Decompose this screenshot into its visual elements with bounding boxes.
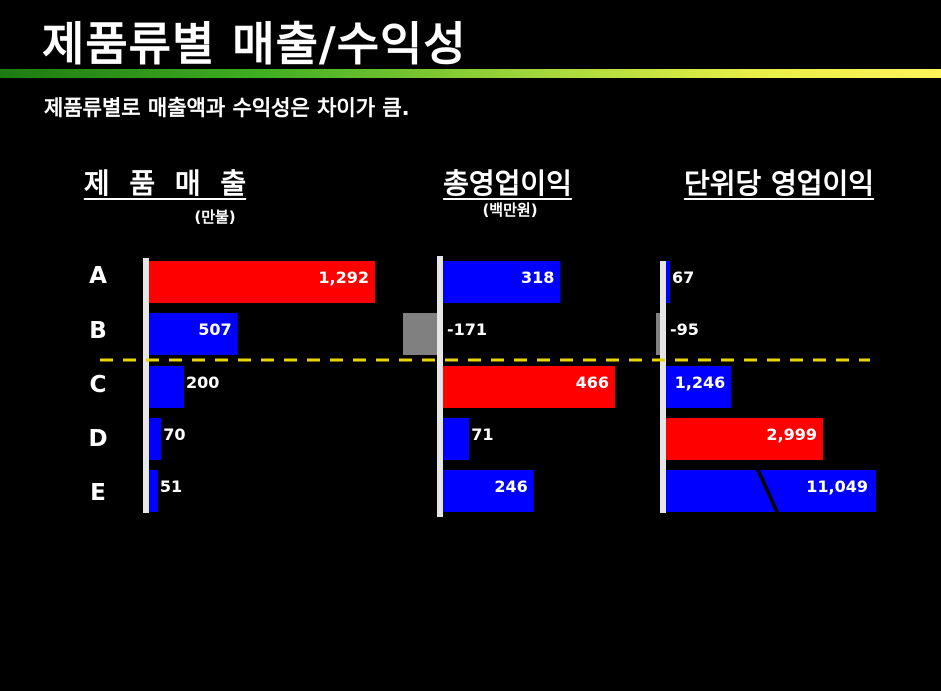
- category-label-c: C: [89, 372, 107, 398]
- unit-profit-bar-e-part1: [666, 470, 775, 512]
- profit-value-label-b: -171: [447, 320, 487, 339]
- sales-bar-c: [149, 366, 184, 408]
- sales-value-label-a: 1,292: [318, 268, 369, 287]
- category-label-a: A: [89, 263, 107, 289]
- category-label-e: E: [90, 480, 106, 506]
- category-label-d: D: [88, 426, 108, 452]
- sales-axis: [143, 258, 149, 513]
- sales-bar-d: [149, 418, 162, 460]
- slide-title: 제품류별 매출/수익성: [42, 17, 467, 71]
- title-gradient-bar: [0, 69, 941, 78]
- profit-value-label-d: 71: [471, 425, 493, 444]
- sales-value-label-d: 70: [163, 425, 185, 444]
- unit-profit-chart-title: 단위당 영업이익: [683, 167, 875, 200]
- profit-chart-unit: (백만원): [482, 201, 538, 219]
- profit-axis: [437, 256, 443, 517]
- sales-value-label-e: 51: [160, 477, 182, 496]
- unit-profit-bar-d: [666, 418, 823, 460]
- sales-value-label-c: 200: [186, 373, 219, 392]
- profit-bar-c: [443, 366, 615, 408]
- unit-profit-value-label-c: 1,246: [675, 373, 726, 392]
- sales-bar-b: [149, 313, 238, 355]
- sales-value-label-b: 507: [198, 320, 231, 339]
- unit-profit-axis: [660, 261, 666, 513]
- profit-bar-e: [443, 470, 534, 512]
- category-label-b: B: [89, 318, 107, 344]
- unit-profit-bar-b: [656, 313, 663, 355]
- unit-profit-value-label-e: 11,049: [806, 477, 868, 496]
- sales-chart-title: 제 품 매 출: [83, 167, 247, 200]
- sales-bar-e: [149, 470, 158, 512]
- profit-bar-a: [443, 261, 561, 303]
- unit-profit-value-label-a: 67: [672, 268, 694, 287]
- unit-profit-value-label-d: 2,999: [766, 425, 817, 444]
- slide-subtitle: 제품류별로 매출액과 수익성은 차이가 큼.: [44, 96, 410, 120]
- profit-value-label-c: 466: [576, 373, 609, 392]
- sales-chart-unit: (만불): [194, 208, 236, 226]
- profit-bar-b: [403, 313, 440, 355]
- profit-value-label-a: 318: [521, 268, 554, 287]
- sales-bar-a: [149, 261, 375, 303]
- profit-chart-title: 총영업이익: [443, 167, 572, 200]
- unit-profit-bar-c: [666, 366, 732, 408]
- unit-profit-bar-a: [666, 261, 670, 303]
- profit-value-label-e: 246: [494, 477, 527, 496]
- unit-profit-value-label-b: -95: [670, 320, 699, 339]
- profit-bar-d: [443, 418, 470, 460]
- unit-profit-bar-e-part2: [760, 470, 876, 512]
